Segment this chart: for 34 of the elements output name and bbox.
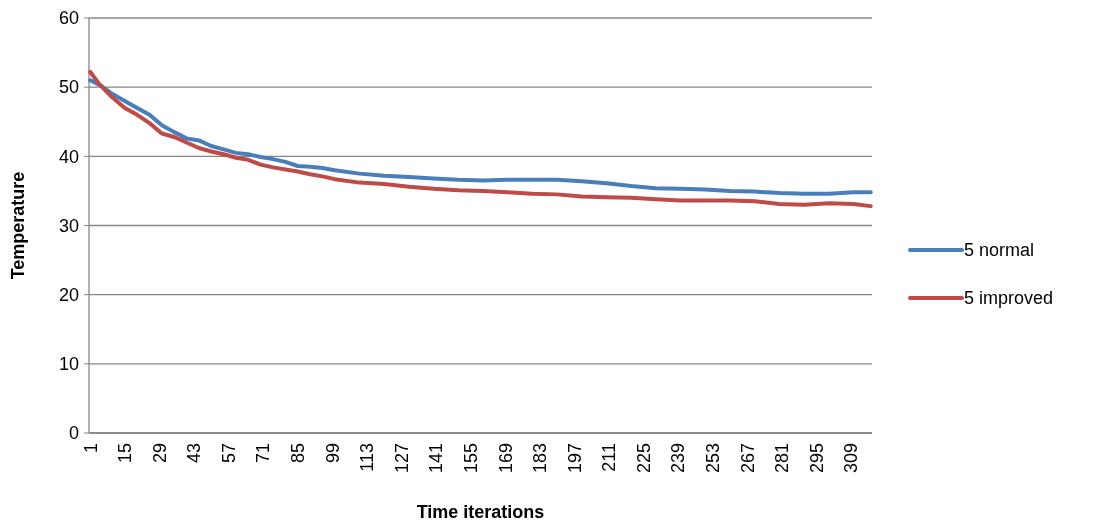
legend-label: 5 normal [964,240,1035,261]
x-tick-label: 267 [737,443,758,474]
x-tick-label: 99 [322,443,343,464]
x-tick-label: 113 [357,443,378,472]
x-tick-label: 239 [668,443,689,474]
x-tick-label: 309 [841,443,862,474]
x-tick-label: 281 [772,443,793,474]
x-tick-label: 1 [80,443,101,454]
y-tick-label: 10 [58,354,79,375]
x-tick-label: 211 [599,443,620,472]
x-tick-label: 141 [426,443,447,474]
x-tick-label: 155 [460,443,481,474]
y-axis-title: Temperature [8,171,28,280]
x-tick-label: 253 [702,443,723,474]
x-tick-label: 15 [115,443,136,464]
x-tick-label: 197 [564,443,585,474]
x-tick-label: 295 [806,443,827,474]
legend-label: 5 improved [964,288,1054,309]
y-tick-label: 0 [68,423,79,444]
x-tick-label: 127 [391,443,412,474]
y-tick-label: 50 [58,77,79,98]
x-tick-label: 225 [633,443,654,474]
x-tick-label: 169 [495,443,516,474]
y-tick-label: 60 [58,8,79,29]
x-tick-label: 71 [253,443,274,464]
y-tick-label: 20 [58,284,79,305]
x-axis-title: Time iterations [416,502,545,522]
x-tick-label: 85 [288,443,309,464]
y-tick-label: 40 [58,146,79,167]
x-tick-label: 43 [184,443,205,464]
y-tick-label: 30 [58,215,79,236]
x-tick-label: 57 [218,443,239,464]
x-tick-label: 29 [149,443,170,464]
x-tick-label: 183 [530,443,551,474]
